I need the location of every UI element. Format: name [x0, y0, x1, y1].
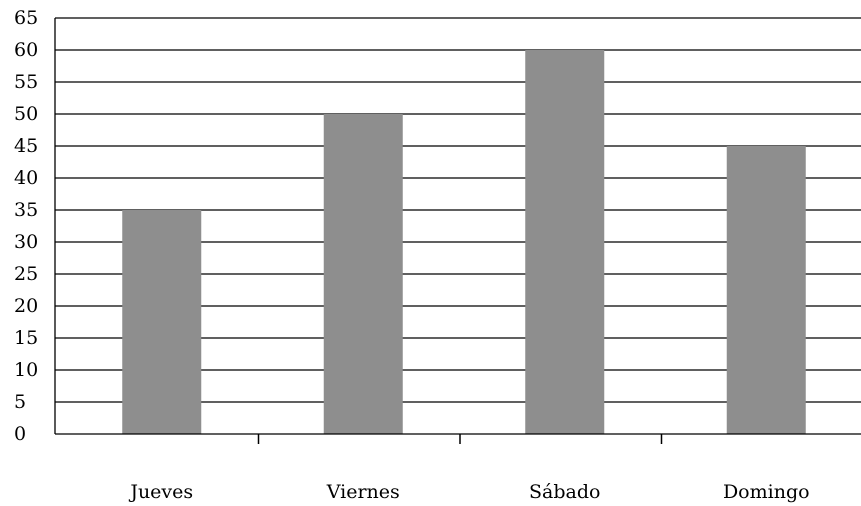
x-ticks: [257, 434, 663, 444]
x-tick-label: Domingo: [723, 481, 810, 503]
y-tick-label: 5: [14, 391, 26, 413]
y-tick-label: 55: [14, 71, 38, 93]
x-tick-label: Viernes: [326, 481, 400, 503]
bar-sábado: [525, 50, 605, 434]
y-tick-label: 20: [14, 295, 38, 317]
y-tick-label: 10: [14, 359, 38, 381]
y-tick-labels: 0 5 10 15 20 25 30 35 40 45 50 55 60 65: [14, 7, 38, 445]
bar-jueves: [122, 210, 202, 434]
y-tick-label: 35: [14, 199, 38, 221]
x-tick-label: Jueves: [128, 481, 193, 503]
bars: [122, 50, 806, 434]
y-tick-label: 50: [14, 103, 38, 125]
y-tick-label: 25: [14, 263, 38, 285]
axes: [54, 18, 861, 435]
y-tick-label: 65: [14, 7, 38, 29]
y-tick-label: 0: [14, 423, 26, 445]
y-tick-label: 45: [14, 135, 38, 157]
y-tick-label: 40: [14, 167, 38, 189]
bar-viernes: [323, 114, 403, 434]
x-tick-labels: Jueves Viernes Sábado Domingo: [128, 481, 809, 503]
bar-domingo: [726, 146, 806, 434]
x-tick-label: Sábado: [529, 481, 600, 503]
y-tick-label: 30: [14, 231, 38, 253]
y-tick-label: 15: [14, 327, 38, 349]
y-tick-label: 60: [14, 39, 38, 61]
